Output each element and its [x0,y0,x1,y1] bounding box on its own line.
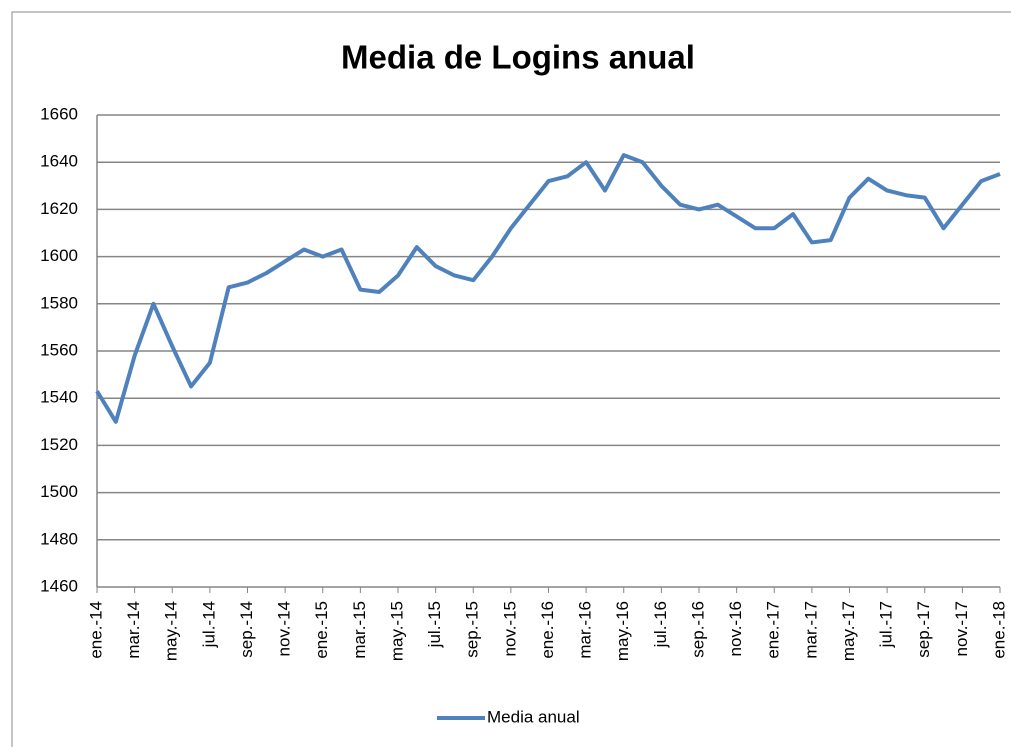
legend-label: Media anual [487,707,580,726]
y-tick-label: 1540 [40,388,78,407]
y-tick-label: 1460 [40,576,78,595]
y-tick-label: 1560 [40,340,78,359]
y-tick-label: 1660 [40,104,78,123]
x-tick-label: may.-17 [839,601,858,661]
x-tick-label: may.-15 [387,601,406,661]
x-tick-label: jul.-17 [877,601,896,648]
x-tick-label: nov.-14 [275,601,294,656]
x-tick-label: sep.-15 [463,601,482,658]
x-tick-label: jul.-14 [199,601,218,648]
y-tick-label: 1640 [40,152,78,171]
x-tick-label: ene.-16 [538,601,557,659]
y-tick-label: 1620 [40,199,78,218]
x-tick-label: mar.-14 [124,601,143,659]
x-tick-label: jul.-15 [425,601,444,648]
x-tick-label: ene.-14 [86,601,105,659]
x-tick-label: nov.-17 [952,601,971,656]
chart-title: Media de Logins anual [341,39,695,76]
x-tick-label: may.-14 [162,601,181,661]
x-tick-label: ene.-17 [764,601,783,659]
x-tick-label: nov.-16 [726,601,745,656]
x-tick-label: nov.-15 [500,601,519,656]
x-tick-label: may.-16 [613,601,632,661]
y-tick-label: 1600 [40,246,78,265]
y-tick-label: 1580 [40,293,78,312]
x-tick-label: ene.-15 [312,601,331,659]
x-tick-label: sep.-16 [688,601,707,658]
x-tick-label: ene.-18 [989,601,1008,659]
x-tick-label: jul.-16 [651,601,670,648]
y-tick-label: 1480 [40,529,78,548]
x-tick-label: sep.-17 [914,601,933,658]
chart-border [11,11,1011,747]
x-tick-label: sep.-14 [237,601,256,658]
y-tick-label: 1520 [40,435,78,454]
x-tick-label: mar.-17 [801,601,820,659]
y-tick-label: 1500 [40,482,78,501]
data-line [95,153,1001,424]
x-tick-label: mar.-15 [350,601,369,659]
x-tick-label: mar.-16 [576,601,595,659]
